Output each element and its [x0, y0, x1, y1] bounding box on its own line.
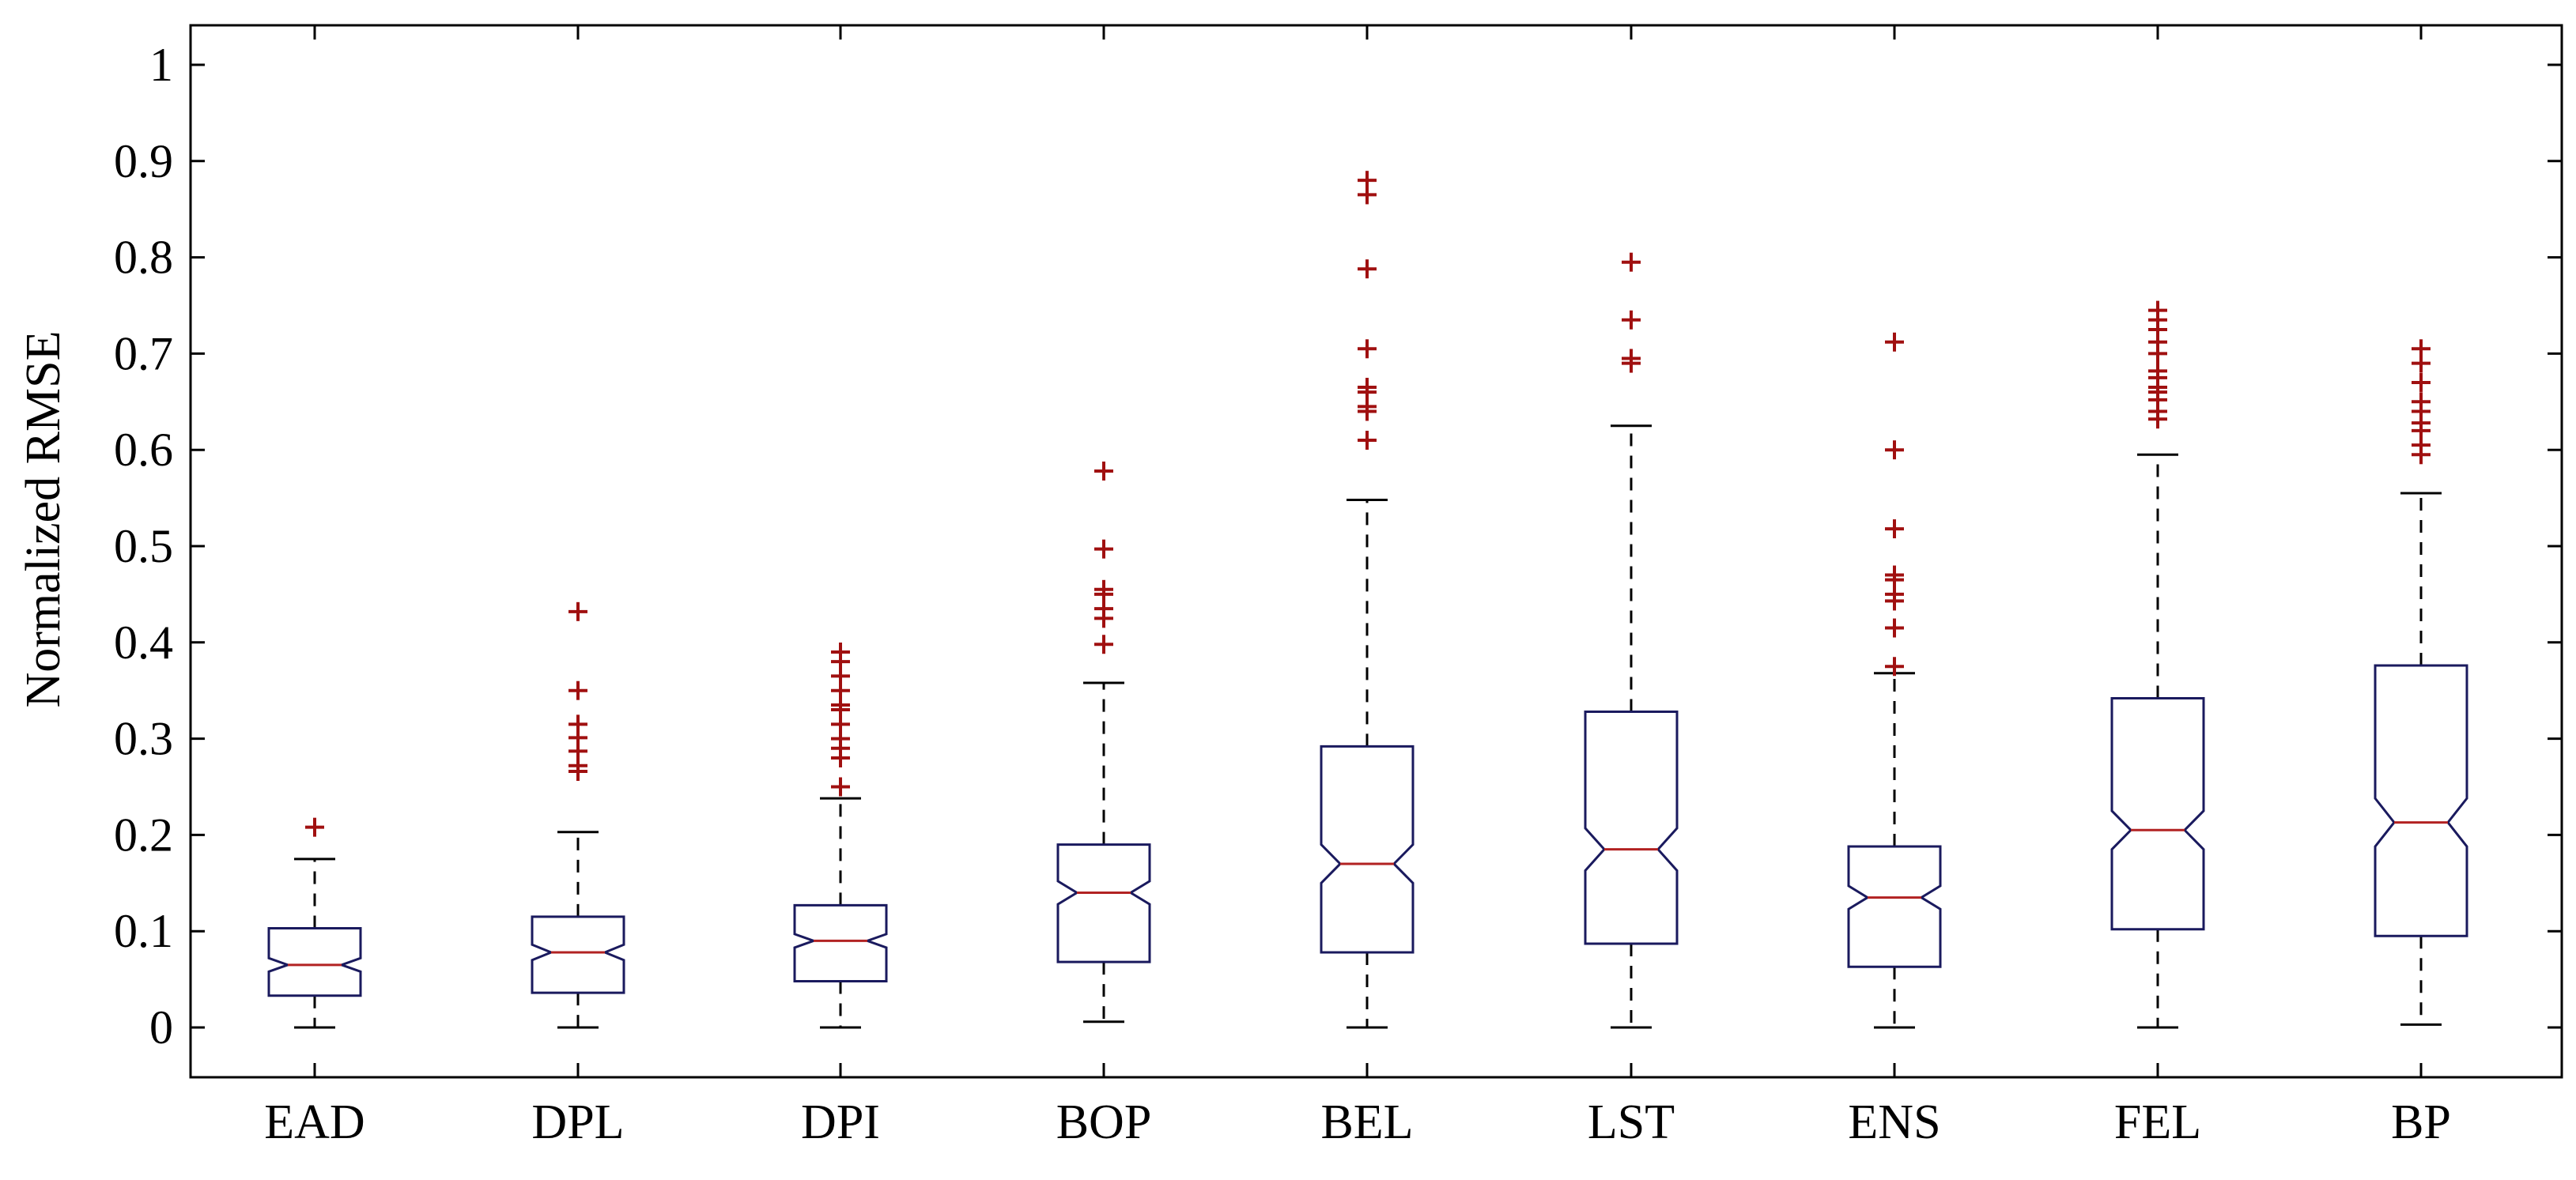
box-dpi [793, 642, 888, 1029]
outlier-marker [2148, 361, 2167, 381]
outlier-marker [1094, 461, 1113, 481]
x-category-label: FEL [2114, 1095, 2201, 1149]
y-tick-label: 0.9 [114, 135, 173, 187]
outlier-marker [831, 642, 850, 662]
plot-frame [189, 24, 2563, 1079]
x-category-label: BP [2391, 1095, 2451, 1149]
y-tick-label: 0 [149, 1001, 173, 1054]
box-lst [1584, 252, 1679, 1029]
x-category-label: DPI [801, 1095, 880, 1149]
outlier-marker [1358, 339, 1377, 359]
notched-box [1056, 843, 1151, 963]
y-tick-label: 0.1 [114, 905, 173, 957]
box-bel [1320, 171, 1415, 1029]
y-tick-label: 0.7 [114, 327, 173, 379]
notched-box [793, 903, 888, 983]
outlier-marker [1885, 440, 1904, 460]
y-tick-label: 0.2 [114, 809, 173, 861]
outlier-marker [1885, 657, 1904, 677]
y-tick-label: 0.3 [114, 713, 173, 765]
plot-area: 0 0.1 0.2 0.3 0.4 0.5 0.6 0.7 0.8 0.9 1 EAD DPL DPI BO… [114, 24, 2563, 1149]
notched-box [2374, 664, 2468, 937]
x-category-label: BOP [1056, 1095, 1152, 1149]
outlier-marker [1885, 618, 1904, 638]
outlier-marker [1358, 171, 1377, 190]
outlier-marker [831, 777, 850, 797]
x-category-label: ENS [1848, 1095, 1940, 1149]
outlier-marker [1094, 539, 1113, 559]
x-category-label: LST [1588, 1095, 1675, 1149]
outlier-marker [2412, 372, 2431, 392]
box-fel [2110, 300, 2205, 1029]
box-bop [1056, 461, 1151, 1024]
outlier-marker [1358, 431, 1377, 451]
notched-box [531, 915, 625, 994]
box-ead [267, 817, 362, 1029]
x-category-label: BEL [1320, 1095, 1413, 1149]
outlier-marker [1885, 519, 1904, 539]
notched-box [1320, 745, 1415, 954]
outlier-marker [305, 817, 324, 837]
outlier-marker [1885, 332, 1904, 352]
y-tick-label: 0.6 [114, 424, 173, 476]
notched-box [2110, 696, 2205, 931]
outlier-marker [1358, 378, 1377, 398]
outlier-marker [1358, 259, 1377, 279]
outlier-marker [2412, 392, 2431, 412]
y-tick-label: 1 [149, 39, 173, 91]
y-axis-title: Normalized RMSE [17, 331, 70, 708]
outlier-marker [2412, 339, 2431, 359]
outlier-marker [1622, 310, 1641, 330]
outlier-marker [1094, 579, 1113, 599]
outlier-marker [1622, 349, 1641, 368]
y-tick-label: 0.5 [114, 520, 173, 572]
box-ens [1847, 332, 1942, 1029]
notched-box [1584, 710, 1679, 945]
notched-box [267, 927, 362, 997]
outlier-marker [1885, 565, 1904, 585]
y-tick-label: 0.8 [114, 232, 173, 284]
box-dpl [531, 601, 625, 1029]
x-category-label: EAD [264, 1095, 364, 1149]
outlier-marker [1622, 252, 1641, 272]
outlier-marker [1094, 635, 1113, 654]
outlier-marker [2148, 300, 2167, 320]
y-tick-label: 0.4 [114, 616, 173, 669]
outlier-marker [568, 680, 587, 700]
x-category-label: DPL [531, 1095, 624, 1149]
outlier-marker [568, 714, 587, 734]
outlier-marker [568, 601, 587, 621]
notched-box [1847, 845, 1942, 968]
box-bp [2374, 339, 2468, 1026]
